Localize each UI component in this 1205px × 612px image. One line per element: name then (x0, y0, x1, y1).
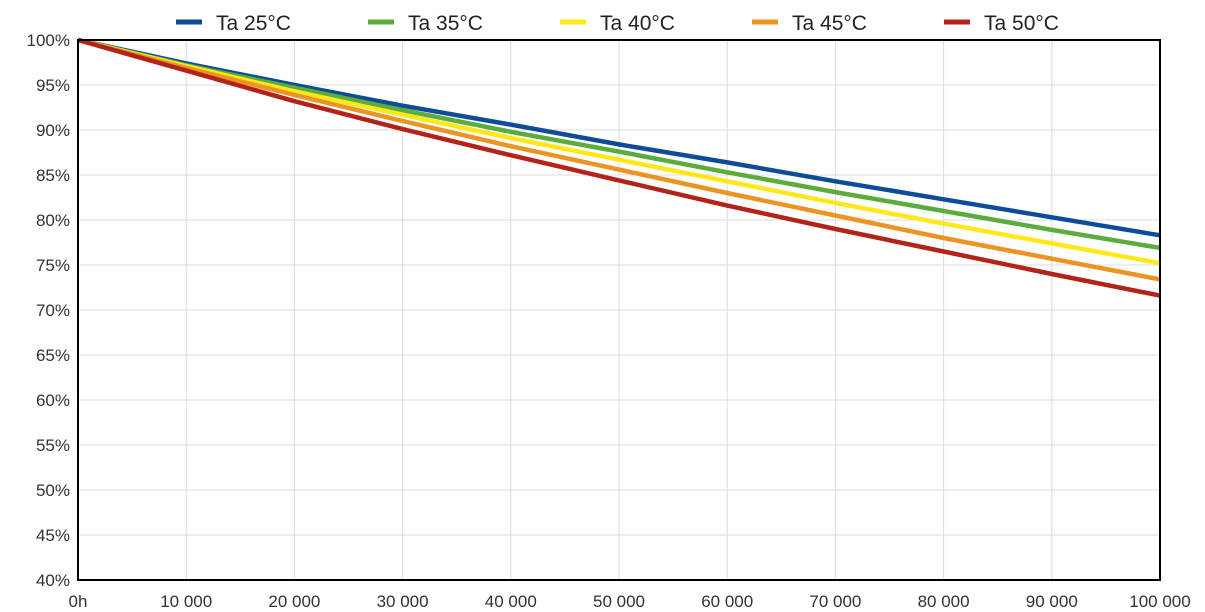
x-tick-label: 20 000 (268, 592, 320, 611)
y-tick-label: 90% (36, 121, 70, 140)
y-tick-label: 80% (36, 211, 70, 230)
x-tick-label: 60 000 (701, 592, 753, 611)
legend-label: Ta 45°C (792, 12, 867, 35)
legend-item: Ta 35°C (368, 12, 483, 35)
series-layer (77, 37, 1161, 298)
y-tick-label: 45% (36, 526, 70, 545)
y-tick-label: 75% (36, 256, 70, 275)
series-line-3 (77, 37, 1161, 266)
y-tick-label: 95% (36, 76, 70, 95)
y-tick-label: 50% (36, 481, 70, 500)
x-tick-label: 0h (69, 592, 88, 611)
legend-label: Ta 35°C (408, 12, 483, 35)
legend-item: Ta 50°C (944, 12, 1059, 35)
x-axis-tick-labels: 0h 10 000 20 000 30 000 40 000 50 000 60 000 70… (69, 592, 1191, 611)
legend-label: Ta 25°C (216, 12, 291, 35)
legend-item: Ta 25°C (176, 12, 291, 35)
legend: Ta 25°C Ta 35°C Ta 40°C Ta 45°C Ta 50°C (176, 12, 1059, 35)
legend-item: Ta 45°C (752, 12, 867, 35)
y-tick-label: 55% (36, 436, 70, 455)
series-line-5 (77, 37, 1161, 298)
series-line-2 (77, 37, 1161, 251)
y-tick-label: 65% (36, 346, 70, 365)
x-tick-label: 10 000 (160, 592, 212, 611)
x-tick-label: 90 000 (1026, 592, 1078, 611)
y-tick-label: 40% (36, 571, 70, 590)
y-tick-label: 100% (27, 31, 70, 50)
x-tick-label: 100 000 (1129, 592, 1190, 611)
y-axis-tick-labels: 100% 95% 90% 85% 80% 75% 70% 65% 60% 55% 50% 45% 40% (27, 31, 70, 590)
x-tick-label: 70 000 (809, 592, 861, 611)
y-tick-label: 60% (36, 391, 70, 410)
legend-label: Ta 40°C (600, 12, 675, 35)
legend-label: Ta 50°C (984, 12, 1059, 35)
legend-item: Ta 40°C (560, 12, 675, 35)
y-tick-label: 70% (36, 301, 70, 320)
x-tick-label: 80 000 (918, 592, 970, 611)
series-line-1 (77, 37, 1161, 238)
x-tick-label: 50 000 (593, 592, 645, 611)
series-line-4 (77, 37, 1161, 282)
grid-layer (77, 39, 1161, 581)
y-tick-label: 85% (36, 166, 70, 185)
plot-frame (77, 39, 1161, 581)
x-tick-label: 30 000 (377, 592, 429, 611)
x-tick-label: 40 000 (485, 592, 537, 611)
